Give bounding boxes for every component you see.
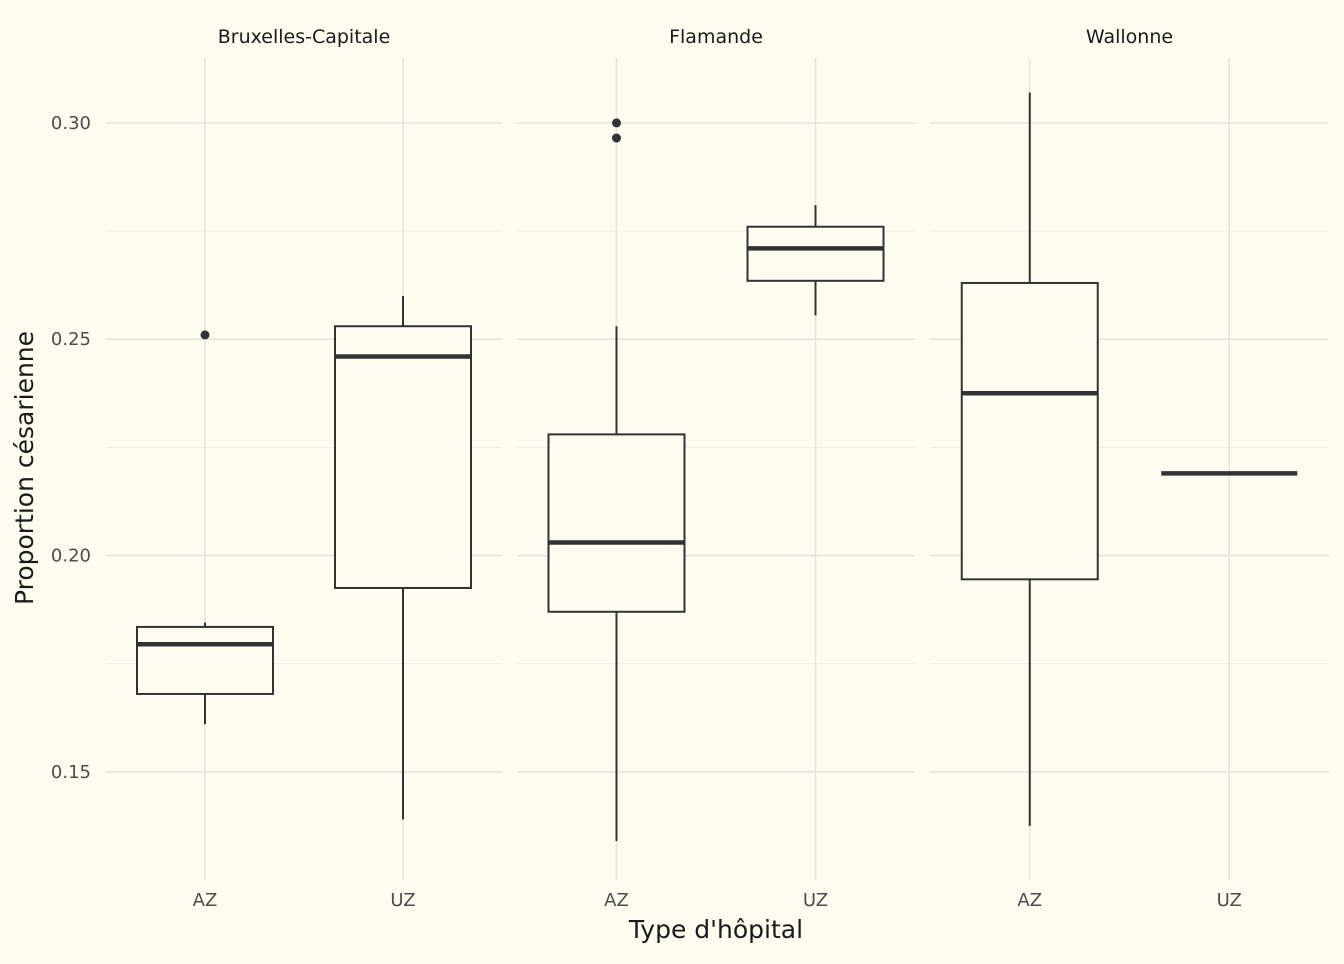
y-tick-label: 0.30 [51,113,91,134]
box-body [136,625,274,695]
box-uz [334,295,472,820]
facet-panel: Flamande AZ UZ [517,26,915,911]
box-uz [746,205,885,316]
y-axis-title: Proportion césarienne [10,331,39,605]
x-tick-label: UZ [390,890,415,911]
outlier-point [200,330,210,340]
box-body [746,225,885,282]
y-tick-label: 0.15 [51,762,91,783]
outlier-point [612,118,621,128]
x-tick-label: UZ [803,890,828,911]
box-az [136,330,274,725]
x-axis-title: Type d'hôpital [628,915,803,944]
box-body [547,433,686,613]
facet-strip-label: Flamande [669,26,763,48]
box-body [334,325,472,589]
x-tick-label: AZ [1017,890,1042,911]
y-tick-label: 0.25 [51,329,91,350]
box-body [960,281,1099,581]
x-tick-label: UZ [1217,890,1242,911]
x-tick-label: AZ [604,890,629,911]
facet-panel: Bruxelles-Capitale AZ UZ [106,26,502,911]
facet-panel: Wallonne AZ UZ [930,26,1329,911]
facet-strip-label: Bruxelles-Capitale [218,26,391,48]
box-az [960,92,1099,826]
y-axis: 0.15 0.20 0.25 0.30 [51,113,91,783]
outlier-point [612,133,621,143]
box-az [547,118,686,842]
x-tick-label: AZ [193,890,218,911]
facet-strip-label: Wallonne [1086,26,1173,48]
y-tick-label: 0.20 [51,546,91,567]
